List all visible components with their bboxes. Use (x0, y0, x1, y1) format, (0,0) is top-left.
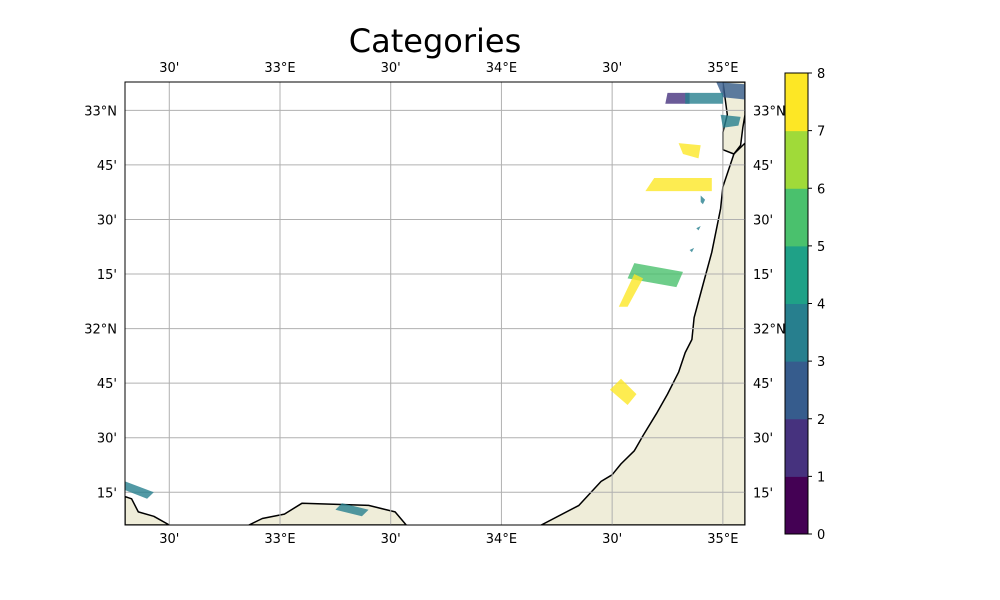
lon-tick-label-top: 35°E (707, 61, 738, 76)
lat-tick-label-right: 45' (753, 377, 773, 392)
colorbar-bands (785, 73, 808, 535)
lat-tick-label-left: 30' (97, 432, 117, 447)
colorbar-band (785, 476, 808, 535)
category-patch (627, 263, 683, 288)
category-patch (665, 92, 690, 104)
lat-tick-label-left: 32°N (84, 323, 117, 338)
colorbar-band (785, 245, 808, 305)
colorbar-band (785, 130, 808, 189)
category-patch (700, 195, 706, 205)
colorbar: 0 1 2 3 4 5 6 7 8 (784, 67, 825, 543)
longitude-labels-top: 30' 33°E 30' 34°E 30' 35°E (159, 61, 738, 76)
category-patch (645, 178, 712, 192)
category-patch (685, 92, 723, 104)
lat-tick-label-right: 45' (753, 159, 773, 174)
colorbar-tick-label: 3 (817, 355, 825, 370)
colorbar-tick-label: 5 (817, 240, 825, 255)
category-patches (125, 82, 745, 517)
lon-tick-label-bottom: 30' (159, 532, 179, 547)
lat-tick-label-left: 15' (97, 486, 117, 501)
category-patch (335, 503, 369, 517)
category-patch (716, 82, 745, 100)
latitude-labels-right: 33°N 45' 30' 15' 32°N 45' 30' 15' (753, 104, 786, 501)
category-patch (125, 481, 154, 499)
lat-tick-label-right: 30' (753, 432, 773, 447)
colorbar-tick-label: 6 (817, 182, 825, 197)
lat-tick-label-right: 32°N (753, 323, 786, 338)
lon-tick-label-top: 30' (602, 61, 622, 76)
map-area (124, 81, 746, 526)
colorbar-tick-label: 8 (817, 67, 825, 82)
lon-tick-label-bottom: 35°E (707, 532, 738, 547)
colorbar-tick-label: 2 (817, 413, 825, 428)
lat-tick-label-left: 33°N (84, 104, 117, 119)
lat-tick-label-left: 45' (97, 377, 117, 392)
colorbar-band (785, 188, 808, 247)
lon-tick-label-bottom: 30' (381, 532, 401, 547)
lat-tick-label-right: 33°N (753, 104, 786, 119)
colorbar-band (785, 418, 808, 477)
land-lagoon-shore (125, 495, 171, 525)
colorbar-band (785, 361, 808, 420)
map-title: Categories (349, 22, 521, 60)
lat-tick-label-left: 30' (97, 213, 117, 228)
colorbar-tick-label: 7 (817, 125, 825, 140)
category-patch (689, 247, 695, 253)
category-patch (618, 274, 644, 307)
lon-tick-label-bottom: 34°E (486, 532, 517, 547)
colorbar-band (785, 303, 808, 362)
colorbar-tick-label: 4 (817, 298, 825, 313)
category-patch (720, 114, 741, 128)
lon-tick-label-top: 33°E (264, 61, 295, 76)
latitude-labels-left: 33°N 45' 30' 15' 32°N 45' 30' 15' (84, 104, 117, 501)
category-patch (609, 378, 637, 405)
lon-tick-label-top: 30' (381, 61, 401, 76)
category-patch (696, 226, 701, 231)
colorbar-ticks: 0 1 2 3 4 5 6 7 8 (808, 67, 825, 543)
lat-tick-label-left: 45' (97, 159, 117, 174)
colorbar-tick-label: 0 (817, 528, 825, 543)
lat-tick-label-left: 15' (97, 268, 117, 283)
map-frame (124, 81, 746, 526)
land-sinai-peninsula (248, 502, 407, 525)
lon-tick-label-bottom: 30' (602, 532, 622, 547)
lat-tick-label-right: 30' (753, 213, 773, 228)
lat-tick-label-right: 15' (753, 268, 773, 283)
lon-tick-label-bottom: 33°E (264, 532, 295, 547)
gridlines (125, 82, 745, 525)
lon-tick-label-top: 30' (159, 61, 179, 76)
colorbar-tick-label: 1 (817, 470, 825, 485)
category-patch (678, 143, 701, 159)
longitude-labels-bottom: 30' 33°E 30' 34°E 30' 35°E (159, 532, 738, 547)
colorbar-band (785, 73, 808, 132)
lat-tick-label-right: 15' (753, 486, 773, 501)
lon-tick-label-top: 34°E (486, 61, 517, 76)
